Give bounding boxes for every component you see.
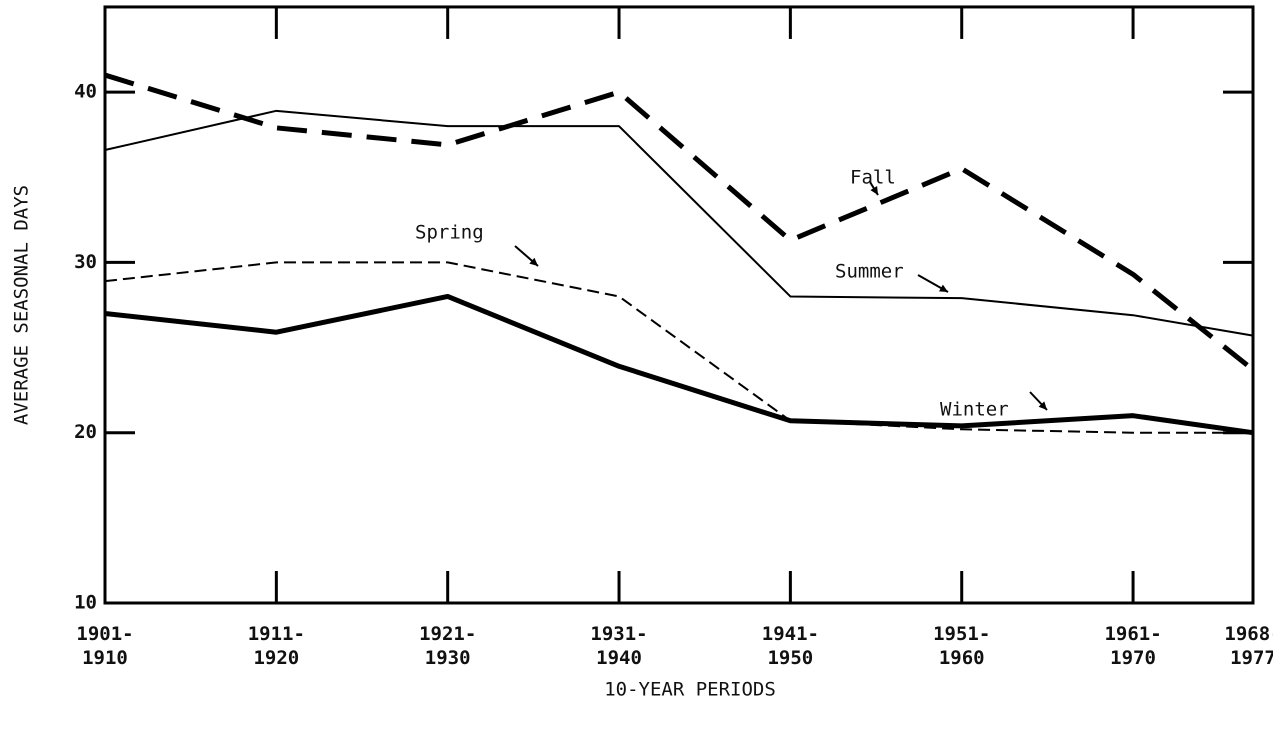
y-axis-label: AVERAGE SEASONAL DAYS (11, 185, 33, 425)
series-annotation: Winter (940, 399, 1009, 421)
series-line (104, 72, 1255, 372)
series-annotation: Summer (835, 261, 904, 283)
x-tick-label: 1968- 1977 (1224, 623, 1273, 669)
x-tick-label: 1931- 1940 (590, 623, 648, 669)
x-tick-label: 1951- 1960 (933, 623, 991, 669)
y-tick-label: 30 (74, 251, 97, 273)
series-annotation: Fall (850, 167, 896, 189)
annotation-arrowhead (939, 284, 948, 292)
series-line (104, 261, 1253, 434)
annotation-arrowhead (870, 186, 878, 195)
series-line (104, 293, 1254, 436)
annotation-arrowhead (1038, 401, 1047, 410)
y-tick-label: 20 (74, 421, 97, 443)
x-tick-label: 1901- 1910 (76, 623, 134, 669)
y-tick-label: 40 (74, 81, 97, 103)
x-tick-label: 1921- 1930 (419, 623, 477, 669)
series-line (104, 109, 1254, 337)
x-tick-label: 1911- 1920 (247, 623, 305, 669)
y-tick-label: 10 (74, 592, 97, 614)
series-annotation: Spring (415, 222, 484, 244)
x-tick-label: 1961- 1970 (1104, 623, 1162, 669)
plot-frame (103, 5, 1255, 605)
x-axis-label: 10-YEAR PERIODS (604, 679, 776, 701)
annotation-arrowhead (529, 257, 538, 266)
x-tick-label: 1941- 1950 (761, 623, 819, 669)
